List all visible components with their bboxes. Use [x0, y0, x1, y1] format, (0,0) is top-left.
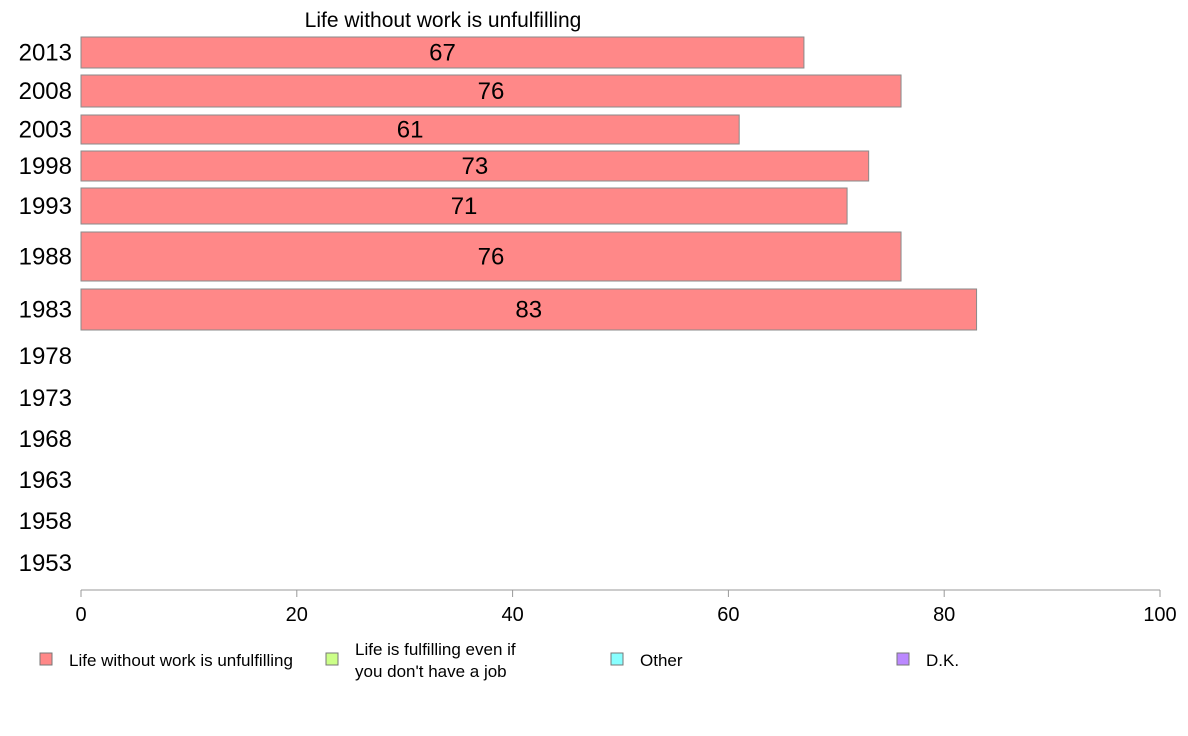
data-label: 76 — [478, 244, 505, 271]
year-label: 1998 — [19, 153, 72, 180]
data-label: 71 — [451, 193, 478, 220]
x-tick-label: 80 — [933, 604, 955, 626]
year-label: 1983 — [19, 297, 72, 324]
legend-swatch — [896, 652, 910, 666]
legend-swatch — [325, 652, 339, 666]
legend-item: D.K. — [896, 651, 959, 670]
year-label: 1958 — [19, 508, 72, 535]
data-label: 83 — [515, 297, 542, 324]
x-tick-label: 20 — [286, 604, 308, 626]
bar — [80, 187, 848, 225]
bar-rows: 2013 67 2008 76 2003 61 1998 73 1993 71 1988 76 1983… — [19, 36, 978, 577]
year-label: 1963 — [19, 467, 72, 494]
legend-item: Other — [610, 651, 683, 670]
x-tick-label: 60 — [717, 604, 739, 626]
legend-item: Life without work is unfulfilling — [39, 651, 293, 670]
data-label: 61 — [397, 117, 424, 144]
year-label: 1973 — [19, 385, 72, 412]
bar — [80, 36, 805, 69]
legend-item: Life is fulfilling even if you don't have… — [325, 640, 516, 681]
bar — [80, 74, 902, 108]
bar — [80, 114, 740, 145]
data-label: 67 — [429, 40, 456, 67]
chart-title: Life without work is unfulfilling — [305, 9, 582, 32]
data-label: 76 — [478, 78, 505, 105]
legend-label: D.K. — [926, 651, 959, 670]
x-axis: 0 20 40 60 80 100 — [75, 589, 1177, 626]
data-label: 73 — [461, 153, 488, 180]
legend-label: you don't have a job — [355, 662, 507, 681]
bar — [80, 288, 978, 331]
x-tick-label: 40 — [501, 604, 523, 626]
year-label: 2013 — [19, 40, 72, 67]
year-label: 2008 — [19, 78, 72, 105]
legend-swatch — [610, 652, 624, 666]
year-label: 1978 — [19, 343, 72, 370]
year-label: 2003 — [19, 117, 72, 144]
x-tick-label: 100 — [1143, 604, 1176, 626]
legend-label: Other — [640, 651, 683, 670]
legend-swatch — [39, 652, 53, 666]
bar — [80, 231, 902, 282]
legend: Life without work is unfulfilling Life is… — [39, 640, 959, 681]
legend-label: Life without work is unfulfilling — [69, 651, 293, 670]
year-label: 1993 — [19, 193, 72, 220]
legend-label: Life is fulfilling even if — [355, 640, 516, 659]
year-label: 1953 — [19, 550, 72, 577]
bar — [80, 150, 870, 182]
year-label: 1988 — [19, 244, 72, 271]
year-label: 1968 — [19, 426, 72, 453]
x-tick-label: 0 — [75, 604, 86, 626]
